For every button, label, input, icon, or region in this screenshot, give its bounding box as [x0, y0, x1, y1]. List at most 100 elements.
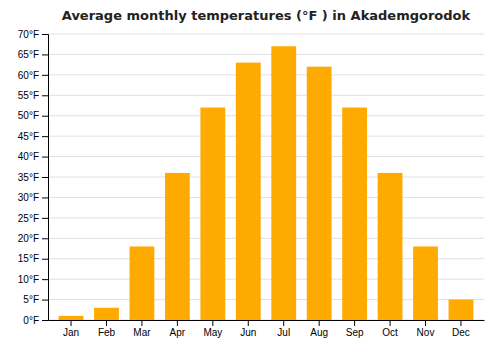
- y-tick-mark: [42, 259, 48, 260]
- x-tick-mark: [212, 320, 213, 326]
- grid-line: [48, 156, 484, 157]
- y-axis: 0°F 5°F 10°F 15°F 20°F 25°F 30°F 35°F 40°F 45°F 50…: [18, 29, 49, 326]
- x-tick-mark: [390, 320, 391, 326]
- bar: [165, 173, 190, 320]
- y-tick: 65°F: [18, 49, 48, 60]
- grid-line: [48, 74, 484, 75]
- y-tick: 40°F: [18, 151, 48, 162]
- x-tick-mark: [283, 320, 284, 326]
- x-tick-mark: [425, 320, 426, 326]
- y-tick: 55°F: [18, 90, 48, 101]
- grid-line: [48, 95, 484, 96]
- grid-line: [48, 197, 484, 198]
- y-tick-mark: [42, 218, 48, 219]
- x-tick-mark: [177, 320, 178, 326]
- grid-line: [48, 217, 484, 218]
- bar: [236, 63, 261, 320]
- x-tick: Jul: [277, 320, 290, 338]
- x-tick: Nov: [417, 320, 435, 338]
- x-tick: Dec: [452, 320, 470, 338]
- x-tick-label: Jan: [63, 327, 79, 338]
- y-tick-label: 65°F: [18, 49, 39, 60]
- grid-line: [48, 115, 484, 116]
- bar: [413, 246, 438, 320]
- x-tick-label: Nov: [417, 327, 435, 338]
- grid-line: [48, 238, 484, 239]
- bar: [200, 108, 225, 320]
- y-tick-label: 60°F: [18, 70, 39, 81]
- bar: [271, 46, 296, 320]
- y-tick-mark: [42, 177, 48, 178]
- y-tick: 70°F: [18, 29, 48, 40]
- y-tick-mark: [42, 54, 48, 55]
- grid-line: [48, 177, 484, 178]
- bars: [59, 46, 474, 320]
- y-tick-mark: [42, 320, 48, 321]
- y-tick: 50°F: [18, 110, 48, 121]
- x-tick-mark: [71, 320, 72, 326]
- grid: [48, 34, 484, 320]
- y-tick-mark: [42, 238, 48, 239]
- x-tick: Aug: [310, 320, 328, 338]
- y-tick: 25°F: [18, 213, 48, 224]
- y-tick-label: 30°F: [18, 192, 39, 203]
- y-tick-label: 25°F: [18, 213, 39, 224]
- y-tick-mark: [42, 157, 48, 158]
- y-tick-label: 10°F: [18, 274, 39, 285]
- x-tick-label: Oct: [382, 327, 398, 338]
- x-tick: Oct: [382, 320, 398, 338]
- x-tick: Sep: [346, 320, 364, 338]
- bar: [130, 246, 155, 320]
- bar: [307, 67, 332, 320]
- x-tick: May: [203, 320, 222, 338]
- y-tick-label: 35°F: [18, 172, 39, 183]
- y-tick: 0°F: [23, 315, 48, 326]
- y-tick-label: 15°F: [18, 253, 39, 264]
- y-tick-label: 45°F: [18, 131, 39, 142]
- x-tick-mark: [248, 320, 249, 326]
- bar: [378, 173, 403, 320]
- y-tick: 15°F: [18, 253, 48, 264]
- y-tick-mark: [42, 75, 48, 76]
- y-tick-mark: [42, 116, 48, 117]
- x-tick-mark: [354, 320, 355, 326]
- x-tick-label: Jun: [240, 327, 256, 338]
- y-tick-mark: [42, 136, 48, 137]
- chart: 0°F 5°F 10°F 15°F 20°F 25°F 30°F 35°F 40°F 45°F 50…: [0, 0, 500, 350]
- x-tick-label: Apr: [170, 327, 186, 338]
- y-tick-label: 55°F: [18, 90, 39, 101]
- plot-area: 0°F 5°F 10°F 15°F 20°F 25°F 30°F 35°F 40°F 45°F 50…: [18, 29, 485, 338]
- grid-line: [48, 136, 484, 137]
- y-tick-label: 0°F: [23, 315, 39, 326]
- y-tick-mark: [42, 197, 48, 198]
- x-tick: Jan: [63, 320, 79, 338]
- x-tick-label: Mar: [133, 327, 151, 338]
- y-tick: 30°F: [18, 192, 48, 203]
- y-tick: 20°F: [18, 233, 48, 244]
- bar: [342, 108, 367, 320]
- y-tick-label: 5°F: [23, 294, 39, 305]
- x-tick: Jun: [240, 320, 256, 338]
- title: Average monthly temperatures (°F ) in Ak…: [62, 8, 471, 23]
- x-tick-mark: [460, 320, 461, 326]
- y-tick-label: 70°F: [18, 29, 39, 40]
- x-axis-line: [49, 320, 485, 321]
- x-axis: Jan Feb Mar Apr May Jun Jul Aug Sep Oct Nov Dec: [49, 320, 485, 338]
- x-tick-label: Feb: [98, 327, 116, 338]
- y-tick-label: 50°F: [18, 110, 39, 121]
- x-tick: Apr: [170, 320, 186, 338]
- x-tick-mark: [141, 320, 142, 326]
- y-tick-mark: [42, 279, 48, 280]
- x-tick-mark: [319, 320, 320, 326]
- y-tick: 5°F: [23, 294, 48, 305]
- grid-line: [48, 54, 484, 55]
- bar: [449, 300, 474, 320]
- y-tick-mark: [42, 95, 48, 96]
- x-tick-label: Dec: [452, 327, 470, 338]
- x-tick-label: Sep: [346, 327, 364, 338]
- y-tick-mark: [42, 34, 48, 35]
- y-tick: 60°F: [18, 70, 48, 81]
- y-tick-label: 40°F: [18, 151, 39, 162]
- x-tick-mark: [106, 320, 107, 326]
- y-tick: 45°F: [18, 131, 48, 142]
